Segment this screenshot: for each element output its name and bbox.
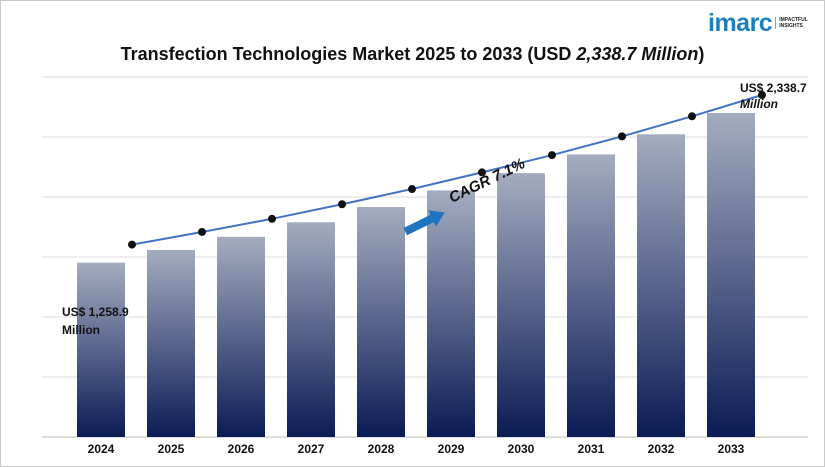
chart-title-highlight: 2,338.7 Million	[576, 44, 699, 64]
start-value-unit: Million	[62, 323, 100, 337]
trend-line-group	[128, 91, 766, 249]
bar-2029	[427, 190, 475, 437]
bar-2026	[217, 236, 265, 437]
x-tick-2024: 2024	[88, 442, 115, 456]
trend-point-2025	[198, 227, 206, 236]
logo-tagline-line1: IMPACTFUL	[779, 17, 808, 23]
chart-title: Transfection Technologies Market 2025 to…	[0, 44, 825, 65]
x-tick-2029: 2029	[438, 442, 465, 456]
cagr-arrow	[403, 210, 445, 236]
x-tick-2025: 2025	[158, 442, 185, 456]
trend-point-2026	[268, 214, 276, 223]
chart-title-main: Transfection Technologies Market 2025 to…	[120, 44, 577, 64]
x-tick-2032: 2032	[648, 442, 675, 456]
x-tick-2027: 2027	[298, 442, 325, 456]
bar-2033	[707, 113, 755, 437]
bar-2027	[287, 222, 335, 437]
bars	[77, 113, 755, 437]
trend-point-2032	[688, 112, 696, 121]
trend-point-2030	[548, 151, 556, 160]
logo-wordmark: imarc	[708, 8, 773, 37]
start-value-label: US$ 1,258.9	[62, 305, 129, 319]
end-value-unit: Million	[740, 97, 778, 111]
bar-2032	[637, 134, 685, 437]
x-tick-2026: 2026	[228, 442, 255, 456]
trend-point-2028	[408, 185, 416, 194]
bar-2025	[147, 249, 195, 437]
logo-tagline: IMPACTFUL INSIGHTS	[775, 17, 808, 29]
end-value-label: US$ 2,338.7	[740, 81, 807, 95]
chart-title-end: )	[698, 44, 705, 64]
x-tick-2033: 2033	[718, 442, 745, 456]
trend-point-2027	[338, 200, 346, 209]
x-tick-2031: 2031	[578, 442, 605, 456]
trend-line	[131, 94, 763, 246]
bar-2028	[357, 207, 405, 437]
trend-point-2024	[128, 240, 136, 249]
logo-tagline-line2: INSIGHTS	[779, 23, 803, 29]
x-tick-2030: 2030	[508, 442, 535, 456]
bar-2030	[497, 173, 545, 437]
trend-point-2033	[758, 91, 766, 99]
trend-point-2029	[478, 168, 486, 177]
imarc-logo: imarc IMPACTFUL INSIGHTS	[708, 8, 808, 38]
x-tick-2028: 2028	[368, 442, 395, 456]
x-axis-ticks: 2024 2025 2026 2027 2028 2029 2030 2031 2032 2033	[88, 442, 745, 456]
trend-point-2031	[618, 132, 626, 141]
bar-2024	[77, 262, 125, 437]
bar-2031	[567, 154, 615, 437]
